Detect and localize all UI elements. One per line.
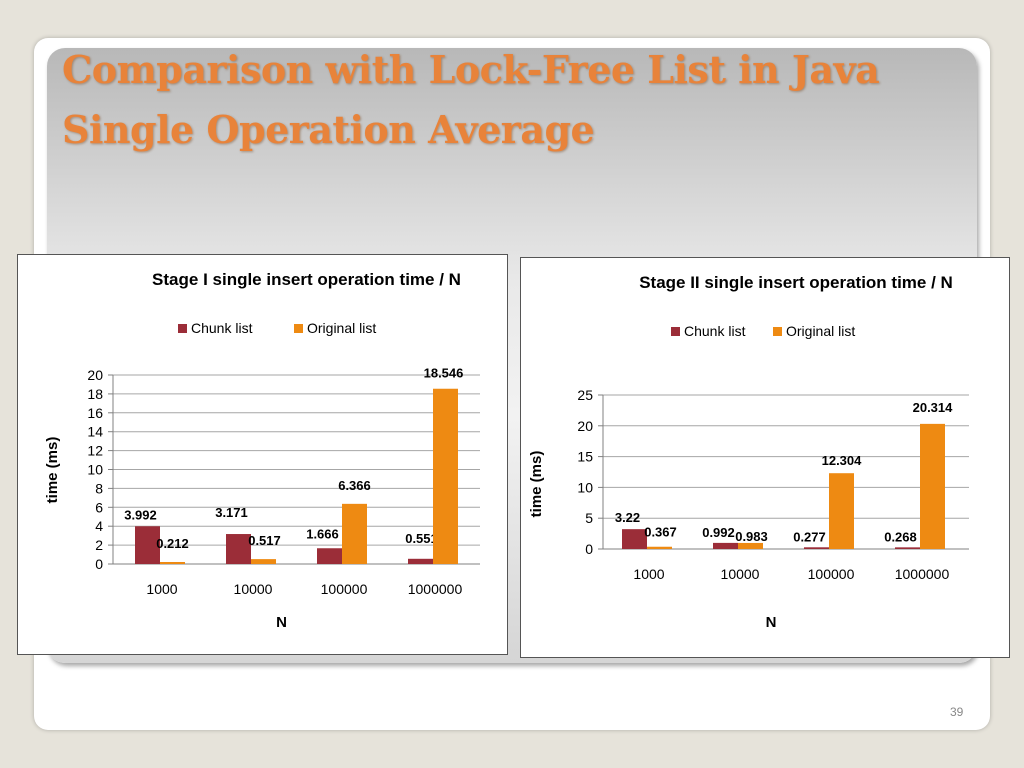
y-tick-label: 6 — [95, 499, 103, 515]
y-axis-title: time (ms) — [44, 437, 61, 504]
y-tick-label: 2 — [95, 537, 103, 553]
data-label-chunk-1000000: 0.268 — [884, 529, 917, 544]
bar-original-1000 — [647, 546, 672, 549]
bar-original-100000 — [342, 503, 367, 564]
slide-title-line1: Comparison with Lock-Free List in Java — [62, 47, 880, 92]
data-label-chunk-100000: 1.666 — [306, 526, 339, 541]
x-tick-label: 10000 — [234, 581, 273, 597]
data-label-original-10000: 0.983 — [735, 529, 768, 544]
data-label-chunk-10000: 3.171 — [215, 505, 248, 520]
data-label-original-1000000: 20.314 — [913, 400, 954, 415]
bar-chunk-100000 — [317, 548, 342, 564]
page-number: 39 — [950, 705, 964, 719]
data-label-chunk-10000: 0.992 — [702, 525, 735, 540]
x-tick-label: 1000000 — [895, 566, 950, 582]
x-tick-label: 1000 — [146, 581, 177, 597]
x-axis-title: N — [766, 614, 777, 631]
legend-label-original: Original list — [307, 320, 376, 336]
bar-original-1000 — [160, 561, 185, 564]
y-tick-label: 18 — [87, 386, 103, 402]
slide-title-line2: Single Operation Average — [62, 107, 595, 152]
x-tick-label: 1000 — [633, 566, 664, 582]
x-tick-label: 1000000 — [408, 581, 463, 597]
y-tick-label: 8 — [95, 480, 103, 496]
x-axis-title: N — [276, 614, 287, 631]
legend-label-chunk: Chunk list — [684, 323, 746, 339]
stage2-chart: Stage II single insert operation time / … — [528, 273, 969, 631]
bar-chunk-1000 — [135, 526, 160, 564]
bar-original-10000 — [738, 542, 763, 549]
bar-chunk-1000000 — [408, 558, 433, 564]
y-tick-label: 20 — [577, 418, 593, 434]
stage1-chart-box: Stage I single insert operation time / N… — [17, 254, 508, 655]
y-tick-label: 0 — [95, 556, 103, 572]
bar-original-100000 — [829, 473, 854, 549]
legend-swatch-original — [773, 327, 782, 336]
bar-chunk-10000 — [226, 534, 251, 564]
stage1-chart: Stage I single insert operation time / N… — [44, 270, 480, 631]
y-tick-label: 12 — [87, 443, 103, 459]
y-tick-label: 16 — [87, 405, 103, 421]
data-label-chunk-100000: 0.277 — [793, 529, 826, 544]
y-tick-label: 10 — [87, 462, 103, 478]
y-axis-title: time (ms) — [528, 451, 545, 518]
bar-original-1000000 — [433, 388, 458, 564]
y-tick-label: 0 — [585, 541, 593, 557]
legend-swatch-original — [294, 324, 303, 333]
data-label-original-1000: 0.212 — [156, 536, 189, 551]
legend-label-chunk: Chunk list — [191, 320, 253, 336]
y-tick-label: 15 — [577, 449, 593, 465]
y-tick-label: 4 — [95, 518, 103, 534]
y-tick-label: 10 — [577, 479, 593, 495]
legend-label-original: Original list — [786, 323, 855, 339]
y-tick-label: 20 — [87, 367, 103, 383]
slide-title: Comparison with Lock-Free List in Java S… — [62, 40, 880, 160]
bar-chunk-100000 — [804, 547, 829, 549]
bar-original-10000 — [251, 559, 276, 564]
data-label-chunk-1000: 3.22 — [615, 510, 640, 525]
data-label-chunk-1000000: 0.551 — [405, 531, 438, 546]
data-label-original-1000: 0.367 — [644, 525, 677, 540]
legend-swatch-chunk — [178, 324, 187, 333]
data-label-original-10000: 0.517 — [248, 533, 281, 548]
legend-swatch-chunk — [671, 327, 680, 336]
data-label-original-100000: 6.366 — [338, 478, 371, 493]
x-tick-label: 100000 — [321, 581, 368, 597]
stage2-chart-box: Stage II single insert operation time / … — [520, 257, 1010, 658]
bar-chunk-10000 — [713, 542, 738, 549]
data-label-original-1000000: 18.546 — [424, 366, 464, 381]
x-tick-label: 100000 — [808, 566, 855, 582]
bar-original-1000000 — [920, 423, 945, 549]
x-tick-label: 10000 — [721, 566, 760, 582]
y-tick-label: 25 — [577, 387, 593, 403]
bar-chunk-1000000 — [895, 547, 920, 549]
data-label-chunk-1000: 3.992 — [124, 507, 157, 522]
y-tick-label: 14 — [87, 424, 103, 440]
chart-title: Stage I single insert operation time / N — [152, 270, 461, 289]
bar-chunk-1000 — [622, 529, 647, 549]
chart-title: Stage II single insert operation time / … — [639, 273, 953, 292]
y-tick-label: 5 — [585, 510, 593, 526]
data-label-original-100000: 12.304 — [822, 453, 863, 468]
